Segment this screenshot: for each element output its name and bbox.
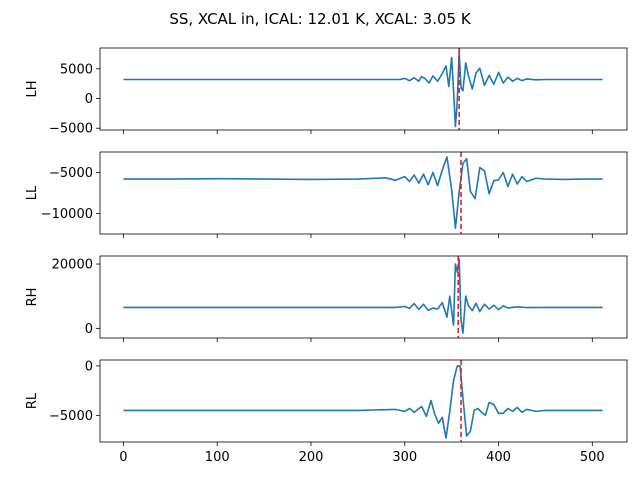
x-tick-label: 200 xyxy=(299,450,324,465)
series-line-ll xyxy=(123,156,603,230)
y-axis-label: LH xyxy=(25,80,40,97)
y-axis-label: LL xyxy=(25,185,40,200)
series-line-rh xyxy=(123,258,603,334)
y-axis-label: RH xyxy=(25,288,40,307)
y-tick-label: −10000 xyxy=(41,207,93,222)
axes-frame-ll xyxy=(99,151,628,235)
y-tick-label: 20000 xyxy=(52,258,93,273)
x-tick-label: 300 xyxy=(392,450,417,465)
subplot-rh: 0 20000 RH xyxy=(25,255,628,342)
axes-frame-lh xyxy=(99,47,628,131)
y-tick-label: 0 xyxy=(85,359,93,374)
subplot-ll: −10000 −5000 LL xyxy=(25,151,628,238)
x-tick-label: 0 xyxy=(119,450,127,465)
series-line-lh xyxy=(123,51,603,128)
y-tick-label: −5000 xyxy=(49,166,93,181)
subplots: −500005000LH−10000−5000LL020000RH−500000… xyxy=(25,47,628,465)
y-tick-label: 5000 xyxy=(60,62,93,77)
y-tick-label: 0 xyxy=(85,92,93,107)
axes-frame-rl xyxy=(99,359,628,443)
x-tick-label: 100 xyxy=(205,450,230,465)
y-tick-label: 0 xyxy=(85,322,93,337)
x-tick-label: 400 xyxy=(486,450,511,465)
y-axis-label: RL xyxy=(25,392,40,409)
subplot-rl: −5000 0 0 100 200 300 400 500 RL xyxy=(25,359,628,465)
x-tick-label: 500 xyxy=(580,450,605,465)
y-tick-label: −5000 xyxy=(49,409,93,424)
figure-title: SS, XCAL in, ICAL: 12.01 K, XCAL: 3.05 K xyxy=(169,10,472,28)
series-line-rl xyxy=(123,365,603,439)
y-tick-label: −5000 xyxy=(49,122,93,137)
subplot-lh: −5000 0 5000 LH xyxy=(25,47,628,137)
axes-frame-rh xyxy=(99,255,628,339)
